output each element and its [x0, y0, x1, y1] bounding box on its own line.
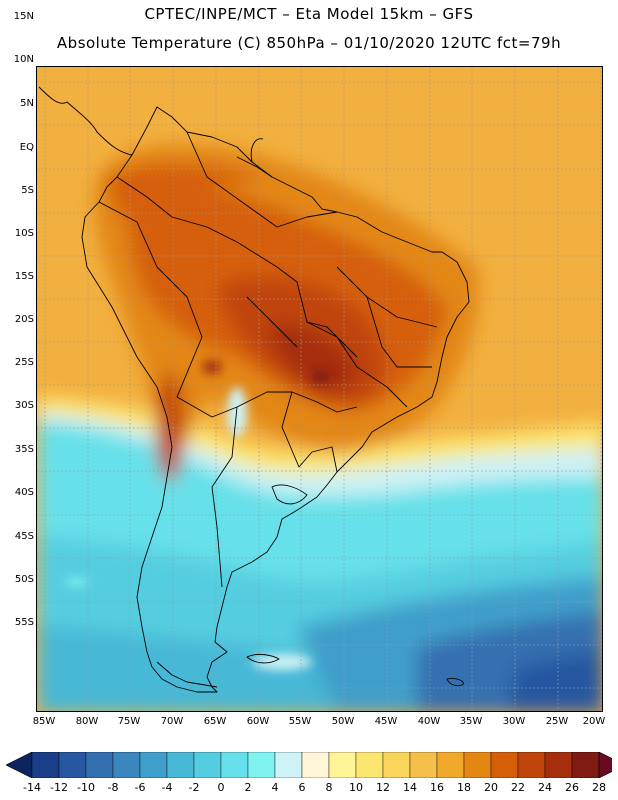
color-scale-segment — [85, 752, 114, 778]
color-scale-label: -2 — [188, 781, 200, 794]
lon-label: 50W — [331, 716, 355, 727]
color-scale-label: 26 — [565, 781, 579, 794]
coastlines-borders — [38, 86, 470, 693]
color-scale-segment — [328, 752, 357, 778]
lon-label: 35W — [459, 716, 483, 727]
color-scale-segment — [112, 752, 141, 778]
lat-label: 15S — [14, 271, 34, 282]
color-scale-label: 28 — [592, 781, 606, 794]
lat-label: 15N — [13, 11, 34, 22]
color-scale-label: 16 — [430, 781, 444, 794]
lat-label: 10S — [14, 228, 34, 239]
color-scale-segment — [220, 752, 249, 778]
color-scale-label: -8 — [107, 781, 119, 794]
temperature-field — [37, 67, 602, 711]
lat-label: 5N — [20, 98, 34, 109]
color-scale-segment — [274, 752, 303, 778]
color-scale-segment — [355, 752, 384, 778]
color-scale-label: -12 — [50, 781, 68, 794]
color-scale-segment — [490, 752, 519, 778]
lat-label: 45S — [14, 531, 34, 542]
lat-label: 10N — [13, 54, 34, 65]
lon-label: 45W — [374, 716, 398, 727]
color-scale-segment — [463, 752, 492, 778]
lat-label: 25S — [14, 357, 34, 368]
color-scale-label: 6 — [298, 781, 306, 794]
lon-label: 55W — [288, 716, 312, 727]
color-scale-label: -10 — [77, 781, 95, 794]
color-scale-label: -14 — [23, 781, 41, 794]
color-scale-label: 0 — [217, 781, 225, 794]
color-scale-label: 2 — [244, 781, 252, 794]
color-scale-label: 12 — [376, 781, 390, 794]
lat-label: 5S — [21, 185, 34, 196]
lat-label: 40S — [14, 487, 34, 498]
color-scale-label: 8 — [325, 781, 333, 794]
temperature-map — [36, 66, 603, 712]
color-scale-label: 22 — [511, 781, 525, 794]
color-scale-label: 14 — [403, 781, 417, 794]
color-scale-label: 4 — [271, 781, 279, 794]
color-scale-segment — [517, 752, 546, 778]
lat-label: 20S — [14, 314, 34, 325]
color-scale-label: -6 — [134, 781, 146, 794]
color-scale-label: 24 — [538, 781, 552, 794]
color-scale-segment — [436, 752, 465, 778]
color-scale-segment — [544, 752, 573, 778]
lon-label: 85W — [32, 716, 56, 727]
lon-label: 20W — [582, 716, 606, 727]
lon-label: 40W — [417, 716, 441, 727]
lon-label: 80W — [75, 716, 99, 727]
lon-label: 30W — [502, 716, 526, 727]
color-scale-segment — [166, 752, 195, 778]
color-scale-segment — [571, 752, 600, 778]
color-scale-over-arrow — [598, 752, 612, 778]
color-scale-segment — [139, 752, 168, 778]
lat-label: 35S — [14, 444, 34, 455]
color-scale-label: -4 — [161, 781, 173, 794]
color-scale-segment — [409, 752, 438, 778]
color-scale-label: 10 — [349, 781, 363, 794]
color-scale-segment — [247, 752, 276, 778]
color-scale-segment — [193, 752, 222, 778]
lat-label: 50S — [14, 574, 34, 585]
lon-label: 65W — [203, 716, 227, 727]
lat-label: 55S — [14, 617, 34, 628]
lon-label: 75W — [117, 716, 141, 727]
color-scale-segment — [301, 752, 330, 778]
map-title-line2: Absolute Temperature (C) 850hPa – 01/10/… — [56, 34, 562, 52]
color-scale-segment — [382, 752, 411, 778]
lat-label: 30S — [14, 400, 34, 411]
lat-label: EQ — [19, 142, 34, 153]
color-scale-under-arrow — [6, 752, 33, 778]
lon-label: 25W — [545, 716, 569, 727]
color-scale-segment — [58, 752, 87, 778]
graticule — [37, 67, 602, 711]
color-scale-label: 18 — [457, 781, 471, 794]
color-scale-label: 20 — [484, 781, 498, 794]
color-scale-segment — [31, 752, 60, 778]
color-scale-bar — [6, 752, 612, 778]
map-title-line1: CPTEC/INPE/MCT – Eta Model 15km – GFS — [144, 5, 474, 23]
lon-label: 60W — [246, 716, 270, 727]
lon-label: 70W — [160, 716, 184, 727]
